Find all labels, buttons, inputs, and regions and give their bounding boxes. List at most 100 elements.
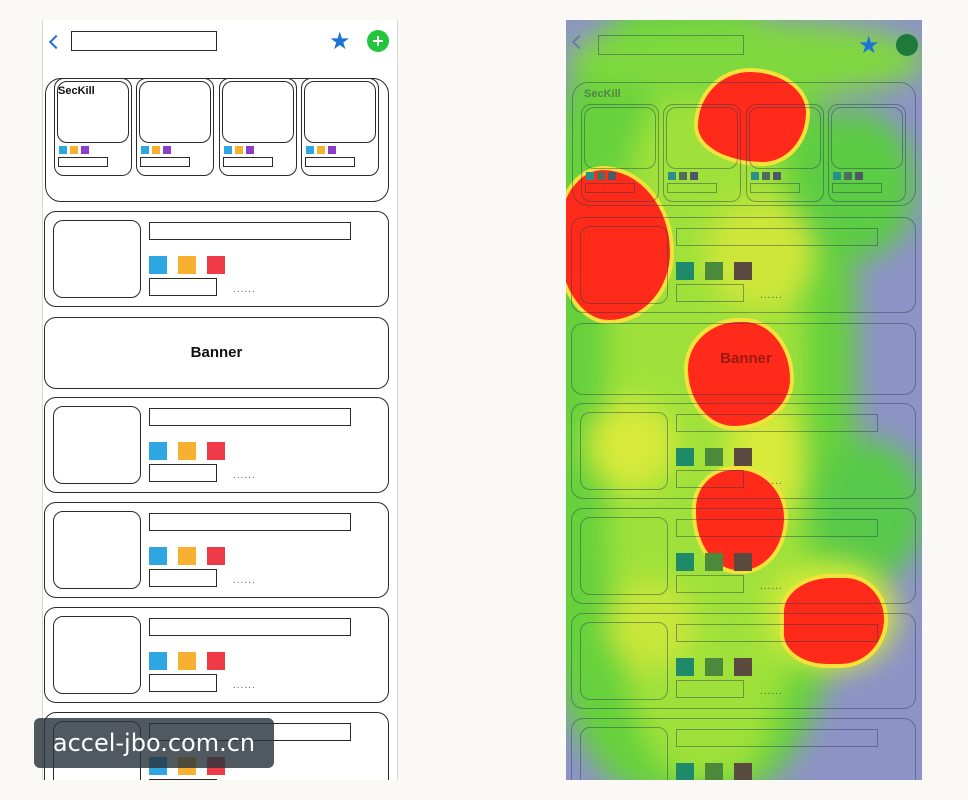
title-search-input[interactable] — [71, 31, 217, 51]
product-list-item[interactable]: ...... — [44, 607, 389, 703]
color-swatch — [676, 262, 694, 280]
seckill-section — [572, 82, 916, 206]
seckill-product-card[interactable] — [54, 78, 132, 176]
more-dots: ...... — [760, 686, 783, 697]
color-swatch — [734, 763, 752, 780]
color-swatch — [317, 146, 325, 154]
color-swatch — [844, 172, 852, 180]
color-swatch — [207, 256, 225, 274]
product-list-item[interactable]: ...... — [571, 403, 916, 499]
color-swatch — [246, 146, 254, 154]
product-image-placeholder — [53, 220, 141, 298]
seckill-product-card[interactable] — [828, 104, 906, 202]
seckill-title: SecKill — [58, 85, 95, 97]
product-list-item[interactable]: ...... — [44, 211, 389, 307]
product-title-field — [149, 408, 351, 426]
product-list-item[interactable]: ...... — [44, 397, 389, 493]
product-image-placeholder — [580, 622, 668, 700]
product-image-placeholder — [580, 727, 668, 780]
color-swatch — [207, 652, 225, 670]
price-field — [832, 183, 882, 193]
color-swatch — [149, 442, 167, 460]
product-list-item[interactable]: ...... — [44, 502, 389, 598]
color-swatch — [163, 146, 171, 154]
color-swatch — [70, 146, 78, 154]
color-swatch — [149, 652, 167, 670]
heatmap-panel: ★ SecKill Banner .......................… — [566, 20, 922, 780]
seckill-product-card[interactable] — [219, 78, 297, 176]
color-swatch — [773, 172, 781, 180]
price-field — [676, 284, 744, 302]
product-title-field — [149, 618, 351, 636]
color-swatch — [705, 763, 723, 780]
banner-label: Banner — [720, 350, 772, 367]
add-icon[interactable] — [367, 30, 389, 52]
price-field — [223, 157, 273, 167]
watermark: accel-jbo.com.cn — [34, 718, 274, 768]
color-swatch — [676, 763, 694, 780]
price-field — [667, 183, 717, 193]
wireframe-panel: ★ SecKill Banner .......................… — [42, 20, 398, 780]
color-swatch — [178, 442, 196, 460]
price-field — [149, 674, 217, 692]
product-list-item[interactable]: ...... — [571, 217, 916, 313]
color-swatch — [141, 146, 149, 154]
price-field — [750, 183, 800, 193]
more-dots: ...... — [233, 284, 256, 295]
banner[interactable]: Banner — [44, 317, 389, 389]
banner — [571, 323, 916, 395]
color-swatch — [734, 553, 752, 571]
back-arrow-icon[interactable] — [48, 34, 64, 50]
price-field — [305, 157, 355, 167]
product-image-placeholder — [53, 616, 141, 694]
title-search-input — [598, 35, 744, 55]
product-title-field — [676, 414, 878, 432]
color-swatch — [152, 146, 160, 154]
color-swatch — [705, 553, 723, 571]
seckill-product-card[interactable] — [136, 78, 214, 176]
product-list-item[interactable]: ...... — [571, 508, 916, 604]
product-list-item[interactable]: ...... — [571, 613, 916, 709]
color-swatch — [668, 172, 676, 180]
color-swatch — [676, 448, 694, 466]
seckill-product-card[interactable] — [301, 78, 379, 176]
color-swatch — [734, 448, 752, 466]
product-image-placeholder — [580, 412, 668, 490]
more-dots: ...... — [760, 290, 783, 301]
color-swatch — [59, 146, 67, 154]
color-swatch — [178, 652, 196, 670]
product-image-placeholder — [831, 107, 903, 169]
price-field — [58, 157, 108, 167]
price-field — [140, 157, 190, 167]
more-dots: ...... — [760, 581, 783, 592]
star-icon: ★ — [858, 31, 880, 59]
product-title-field — [676, 624, 878, 642]
seckill-product-card[interactable] — [581, 104, 659, 202]
color-swatch — [178, 256, 196, 274]
product-image-placeholder — [666, 107, 738, 169]
product-title-field — [676, 519, 878, 537]
price-field — [585, 183, 635, 193]
more-dots: ...... — [233, 575, 256, 586]
color-swatch — [149, 256, 167, 274]
add-icon — [896, 34, 918, 56]
color-swatch — [328, 146, 336, 154]
color-swatch — [676, 553, 694, 571]
color-swatch — [679, 172, 687, 180]
product-title-field — [676, 228, 878, 246]
back-arrow-icon — [571, 34, 587, 50]
color-swatch — [734, 658, 752, 676]
price-field — [676, 470, 744, 488]
color-swatch — [690, 172, 698, 180]
product-image-placeholder — [749, 107, 821, 169]
star-icon[interactable]: ★ — [329, 27, 351, 55]
seckill-product-card[interactable] — [663, 104, 741, 202]
seckill-product-card[interactable] — [746, 104, 824, 202]
product-list-item[interactable]: ...... — [571, 718, 916, 780]
color-swatch — [207, 442, 225, 460]
color-swatch — [306, 146, 314, 154]
color-swatch — [224, 146, 232, 154]
price-field — [676, 575, 744, 593]
price-field — [676, 680, 744, 698]
product-title-field — [149, 222, 351, 240]
